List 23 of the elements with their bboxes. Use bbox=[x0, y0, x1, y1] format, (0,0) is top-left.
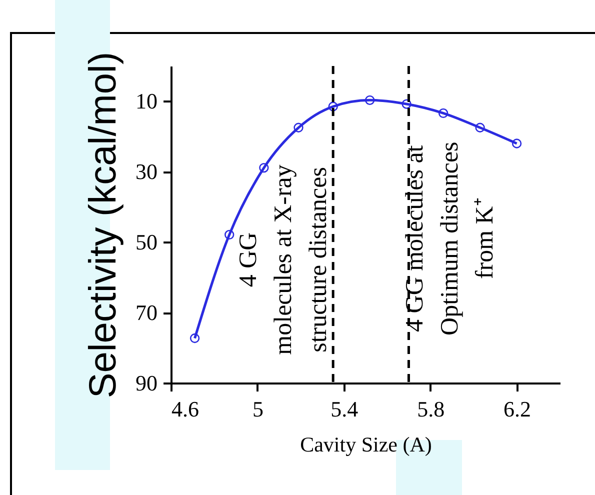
y-tick-label: 30 bbox=[136, 159, 158, 184]
point bbox=[190, 333, 200, 344]
point bbox=[364, 95, 375, 105]
point bbox=[438, 108, 448, 118]
y-tick-label: 90 bbox=[136, 370, 158, 396]
y-tick-label: 50 bbox=[136, 230, 158, 255]
point bbox=[328, 102, 338, 112]
point bbox=[224, 230, 234, 240]
point bbox=[259, 162, 269, 173]
y-tick-label: 10 bbox=[136, 88, 158, 114]
point bbox=[402, 99, 412, 109]
point bbox=[294, 122, 304, 132]
point bbox=[512, 138, 522, 148]
point bbox=[475, 122, 485, 132]
x-tick-label: 5 bbox=[252, 396, 264, 422]
x-axis-title: Cavity Size (A) bbox=[300, 432, 432, 456]
x-tick-label: 6.2 bbox=[504, 396, 532, 422]
x-tick-label: 4.6 bbox=[172, 396, 199, 422]
x-tick-label: 5.4 bbox=[330, 396, 358, 422]
y-tick-label: 70 bbox=[136, 300, 158, 326]
x-tick-label: 5.8 bbox=[417, 396, 445, 422]
ref-line-label: 4 GG molecules at X-ray structure distances bbox=[235, 164, 332, 355]
y-axis-title: Selectivity (kcal/mol) bbox=[82, 52, 124, 398]
